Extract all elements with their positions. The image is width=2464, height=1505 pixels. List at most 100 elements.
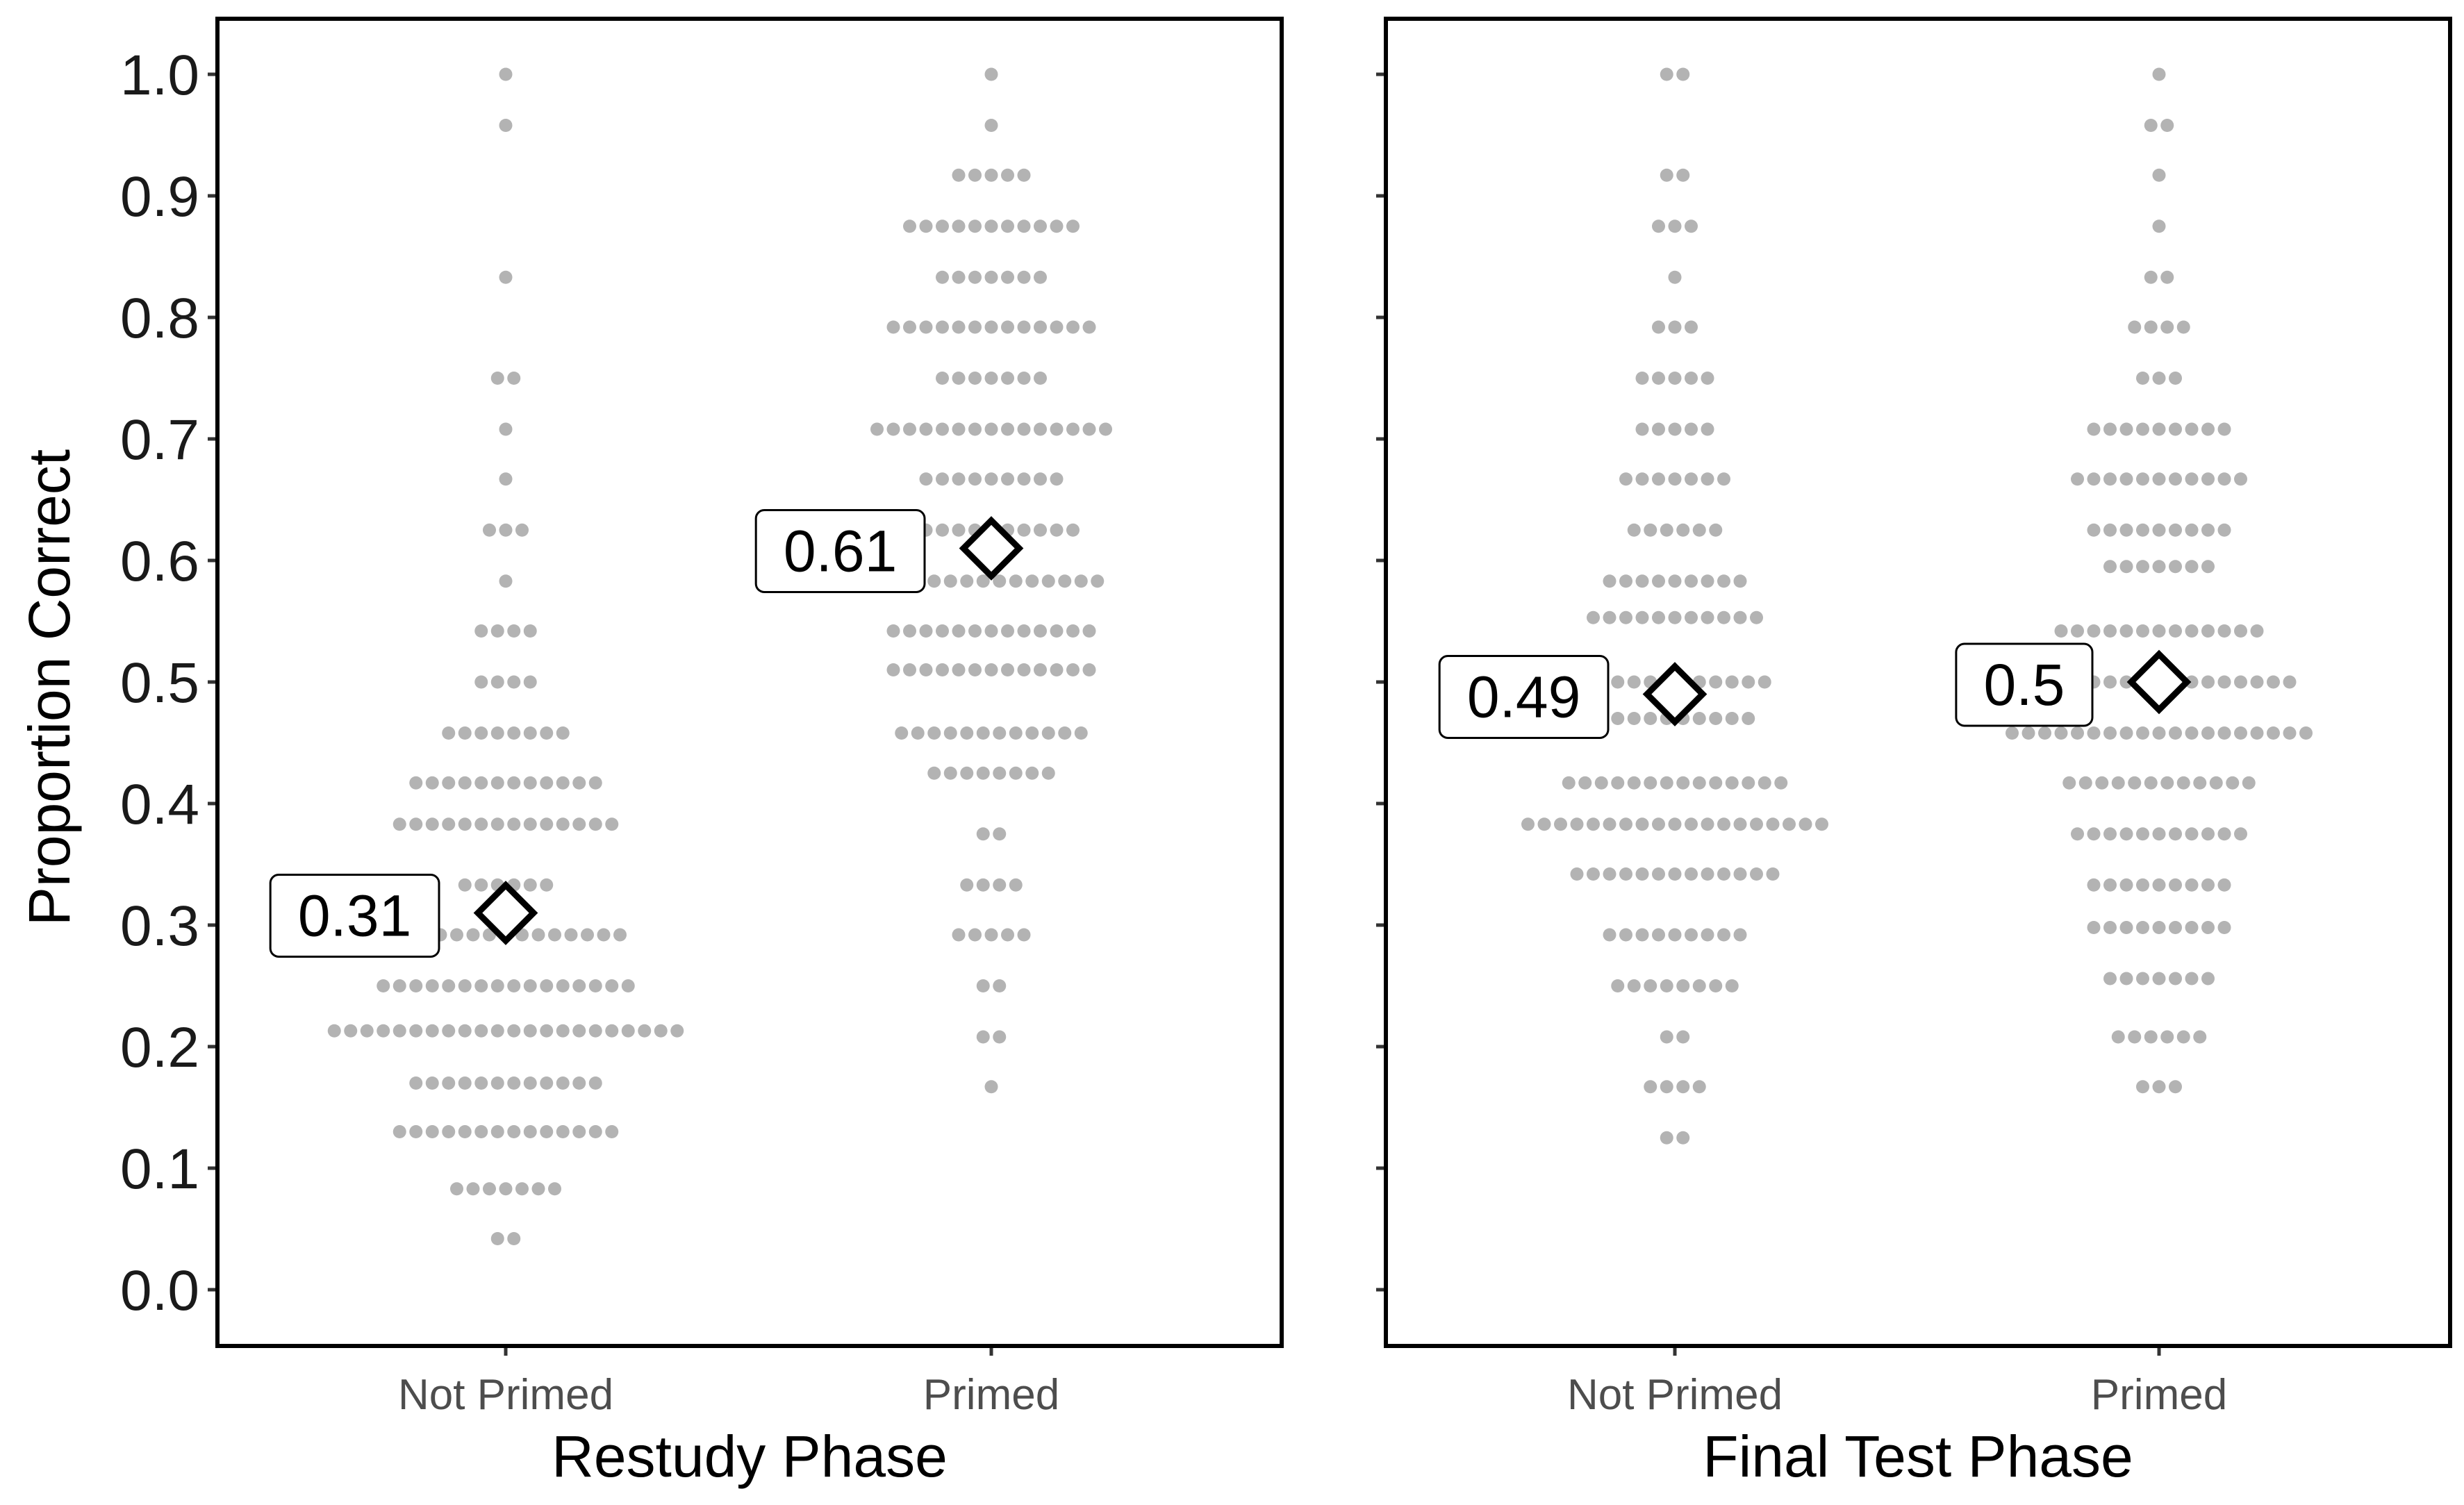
- data-point: [976, 766, 990, 780]
- data-point: [984, 928, 998, 942]
- data-point: [2152, 972, 2166, 986]
- data-point: [540, 817, 554, 831]
- data-point: [2217, 675, 2231, 689]
- data-point: [2160, 776, 2174, 790]
- data-point: [1017, 219, 1031, 233]
- data-point: [1733, 574, 1747, 588]
- data-point: [425, 1125, 439, 1138]
- data-point: [1676, 67, 1690, 81]
- y-tick-label: 0.8: [120, 287, 199, 350]
- data-point: [984, 624, 998, 638]
- data-point: [2119, 827, 2133, 841]
- data-point: [499, 422, 513, 436]
- data-point: [919, 422, 933, 436]
- data-point: [466, 928, 480, 942]
- data-point: [1685, 610, 1698, 624]
- data-point: [1733, 817, 1747, 831]
- data-point: [2128, 776, 2142, 790]
- data-point: [968, 663, 982, 676]
- data-point: [927, 726, 941, 740]
- data-point: [1635, 574, 1649, 588]
- data-point: [2119, 422, 2133, 436]
- data-point: [936, 624, 949, 638]
- data-point: [2185, 422, 2199, 436]
- data-point: [1750, 610, 1763, 624]
- data-point: [490, 1232, 504, 1245]
- x-tick-label: Not Primed: [398, 1371, 613, 1419]
- data-point: [2234, 675, 2247, 689]
- mean-label: 0.49: [1467, 665, 1581, 730]
- data-point: [344, 1024, 358, 1038]
- data-point: [490, 817, 504, 831]
- data-point: [499, 1182, 513, 1196]
- data-point: [1001, 219, 1014, 233]
- data-point: [936, 472, 949, 486]
- data-point: [409, 817, 423, 831]
- data-point: [2078, 776, 2092, 790]
- data-point: [523, 817, 537, 831]
- data-point: [523, 624, 537, 638]
- data-point: [540, 1076, 554, 1090]
- data-point: [1685, 928, 1698, 942]
- data-point: [943, 766, 957, 780]
- data-point: [2267, 726, 2280, 740]
- data-point: [1644, 776, 1657, 790]
- data-point: [952, 472, 966, 486]
- data-point: [2185, 726, 2199, 740]
- y-tick-label: 0.2: [120, 1016, 199, 1079]
- data-point: [2152, 827, 2166, 841]
- data-point: [2152, 624, 2166, 638]
- data-point: [392, 1024, 406, 1038]
- data-point: [1750, 867, 1763, 881]
- data-point: [1692, 776, 1706, 790]
- data-point: [523, 979, 537, 992]
- data-point: [1635, 422, 1649, 436]
- data-point: [2152, 1080, 2166, 1094]
- data-point: [1050, 624, 1064, 638]
- data-point: [458, 1125, 472, 1138]
- data-point: [1660, 979, 1673, 992]
- data-point: [2185, 560, 2199, 574]
- data-point: [2169, 560, 2182, 574]
- data-point: [936, 320, 949, 334]
- data-point: [2169, 422, 2182, 436]
- data-point: [540, 979, 554, 992]
- data-point: [1652, 610, 1665, 624]
- data-point: [531, 928, 545, 942]
- data-point: [425, 1024, 439, 1038]
- data-point: [2169, 472, 2182, 486]
- data-point: [1017, 320, 1031, 334]
- data-point: [1709, 675, 1723, 689]
- data-point: [952, 219, 966, 233]
- data-point: [515, 1182, 529, 1196]
- data-point: [1034, 270, 1047, 284]
- data-point: [523, 1125, 537, 1138]
- data-point: [409, 979, 423, 992]
- data-point: [2176, 776, 2190, 790]
- data-point: [572, 776, 586, 790]
- data-point: [1758, 675, 1771, 689]
- data-point: [1709, 979, 1723, 992]
- mean-label-box: [1955, 642, 2094, 727]
- data-point: [425, 776, 439, 790]
- data-point: [1587, 817, 1600, 831]
- data-point: [1627, 776, 1641, 790]
- data-point: [2250, 624, 2264, 638]
- data-point: [2217, 726, 2231, 740]
- data-point: [2201, 921, 2215, 934]
- data-point: [507, 979, 521, 992]
- data-point: [984, 372, 998, 385]
- data-point: [1562, 776, 1576, 790]
- data-point: [1733, 610, 1747, 624]
- data-point: [2267, 675, 2280, 689]
- data-point: [572, 817, 586, 831]
- data-point: [1611, 776, 1625, 790]
- data-point: [936, 219, 949, 233]
- data-point: [984, 67, 998, 81]
- data-point: [523, 726, 537, 740]
- mean-label: 0.5: [1984, 652, 2065, 717]
- data-point: [523, 1076, 537, 1090]
- data-point: [1685, 320, 1698, 334]
- data-point: [993, 979, 1007, 992]
- data-point: [1652, 320, 1665, 334]
